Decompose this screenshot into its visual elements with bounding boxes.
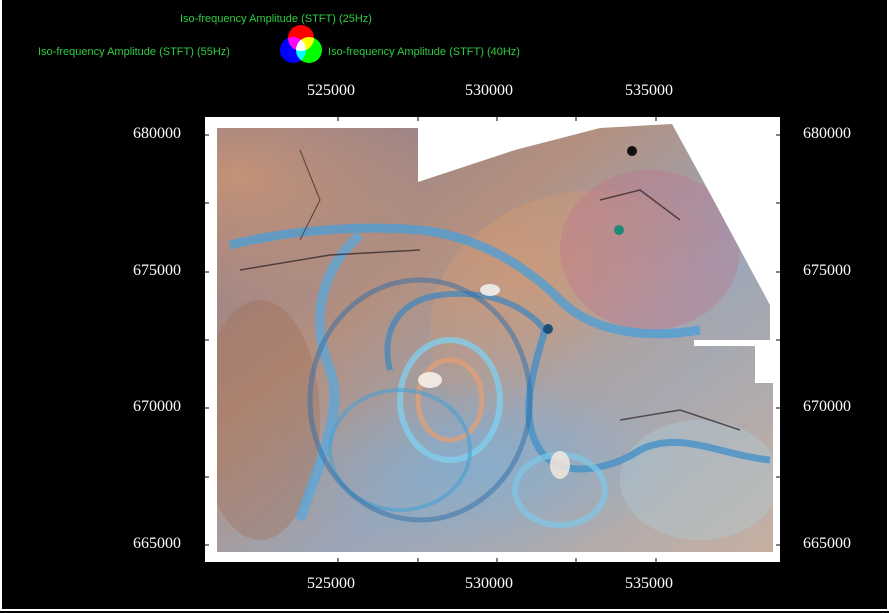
- y-tick-right-675000: 675000: [803, 262, 851, 279]
- y-tick-left-675000: 675000: [133, 262, 181, 279]
- x-tick-top-525000: 525000: [307, 82, 355, 99]
- rgb-legend-icon: [280, 25, 322, 63]
- x-tick-bottom-535000: 535000: [625, 575, 673, 592]
- legend-label-40hz: Iso-frequency Amplitude (STFT) (40Hz): [328, 46, 520, 58]
- y-tick-right-665000: 665000: [803, 535, 851, 552]
- legend-label-25hz: Iso-frequency Amplitude (STFT) (25Hz): [180, 13, 372, 25]
- x-tick-top-535000: 535000: [625, 82, 673, 99]
- y-tick-right-680000: 680000: [803, 125, 851, 142]
- seismic-image: [217, 124, 773, 552]
- y-tick-left-670000: 670000: [133, 398, 181, 415]
- legend-label-55hz: Iso-frequency Amplitude (STFT) (55Hz): [38, 46, 230, 58]
- x-tick-bottom-530000: 530000: [465, 575, 513, 592]
- y-tick-left-680000: 680000: [133, 125, 181, 142]
- x-tick-bottom-525000: 525000: [307, 575, 355, 592]
- y-tick-right-670000: 670000: [803, 398, 851, 415]
- y-tick-left-665000: 665000: [133, 535, 181, 552]
- x-tick-top-530000: 530000: [465, 82, 513, 99]
